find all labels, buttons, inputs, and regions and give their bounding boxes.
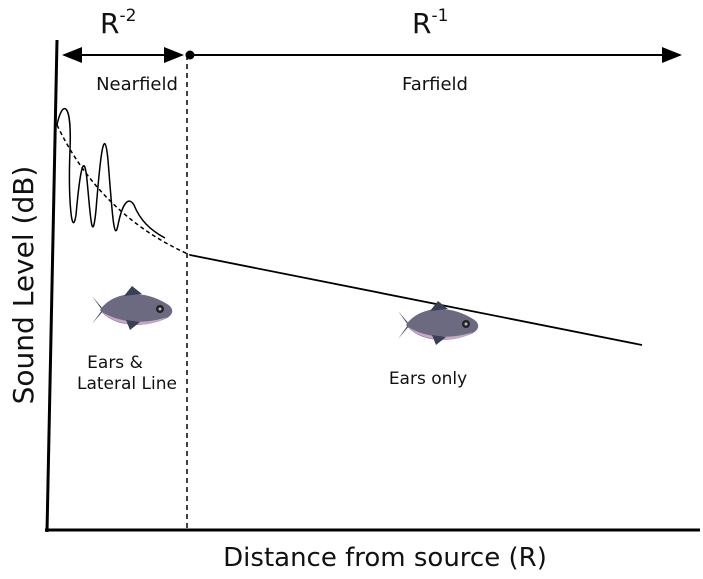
oscillation <box>57 109 165 238</box>
field-label: Farfield <box>402 74 468 95</box>
fish <box>92 286 172 330</box>
fish-label: Ears & <box>87 353 143 373</box>
decay-curve <box>57 125 190 255</box>
exponent: -1 <box>431 6 448 26</box>
fish <box>398 301 478 345</box>
region-label: R-1 <box>412 6 448 40</box>
fish-label: Lateral Line <box>77 374 177 394</box>
region-label: R-2 <box>100 6 136 40</box>
y-axis <box>47 40 57 532</box>
base: R <box>100 7 119 40</box>
diagram: R-2 R-1 Nearfield Farfield Ears & Latera… <box>0 0 703 579</box>
base: R <box>412 7 431 40</box>
field-label: Nearfield <box>96 74 178 95</box>
fish-label: Ears only <box>389 369 467 389</box>
x-axis-label: Distance from source (R) <box>223 543 547 573</box>
exponent: -2 <box>119 6 136 26</box>
y-axis-label: Sound Level (dB) <box>7 166 40 405</box>
